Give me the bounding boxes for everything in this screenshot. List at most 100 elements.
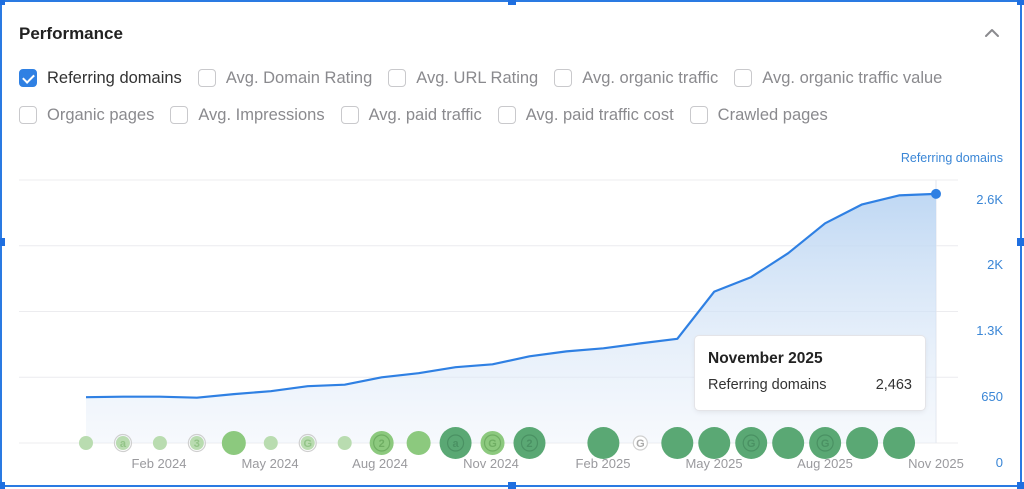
event-marker[interactable]	[406, 431, 431, 455]
metric-avg-organic-traffic[interactable]: Avg. organic traffic	[554, 69, 718, 88]
metric-crawled-pages[interactable]: Crawled pages	[689, 105, 828, 125]
checkbox-icon[interactable]	[170, 106, 189, 124]
metric-label: Avg. paid traffic	[368, 105, 482, 124]
metric-avg-paid-traffic[interactable]: Avg. paid traffic	[340, 105, 482, 125]
event-marker[interactable]: G	[735, 427, 768, 459]
checkbox-icon[interactable]	[734, 69, 753, 87]
resize-handle[interactable]	[0, 482, 5, 489]
metric-avg-domain-rating[interactable]: Avg. Domain Rating	[197, 68, 373, 88]
event-marker[interactable]	[661, 427, 694, 459]
x-tick-label: Aug 2025	[797, 456, 853, 471]
resize-handle[interactable]	[1017, 238, 1024, 246]
checkbox-icon[interactable]	[19, 106, 37, 124]
metric-label: Avg. Impressions	[198, 105, 325, 124]
svg-text:3: 3	[194, 438, 200, 450]
event-marker[interactable]: G	[809, 427, 842, 459]
checkbox-icon[interactable]	[388, 69, 407, 87]
metric-organic-pages[interactable]: Organic pages	[19, 106, 154, 125]
resize-handle[interactable]	[508, 0, 516, 5]
svg-text:G: G	[821, 438, 830, 450]
hover-point	[931, 188, 941, 199]
x-tick-label: Feb 2024	[131, 456, 187, 471]
event-marker[interactable]	[846, 427, 879, 459]
resize-handle[interactable]	[1017, 0, 1024, 5]
tooltip-label: Referring domains	[708, 377, 827, 393]
event-marker[interactable]: G	[298, 433, 317, 453]
event-marker[interactable]: 2	[513, 427, 546, 459]
tooltip-value: 2,463	[875, 377, 912, 393]
resize-handle[interactable]	[0, 238, 5, 246]
x-tick-label: May 2024	[241, 456, 299, 471]
x-tick-label: Nov 2024	[463, 456, 519, 471]
y-tick-label: 2.6K	[976, 192, 1003, 207]
x-tick-label: Nov 2025	[908, 456, 964, 471]
event-marker[interactable]: a	[113, 433, 133, 453]
x-tick-label: Aug 2024	[352, 456, 408, 471]
metric-label: Referring domains	[47, 68, 182, 87]
metric-avg-organic-traffic-value[interactable]: Avg. organic traffic value	[734, 69, 942, 88]
event-marker[interactable]	[587, 427, 620, 459]
metric-label: Avg. URL Rating	[416, 68, 539, 87]
tooltip-title: November 2025	[708, 350, 823, 367]
checkbox-checked-icon[interactable]	[19, 69, 37, 87]
event-marker[interactable]	[772, 427, 805, 459]
event-marker[interactable]	[221, 431, 246, 455]
checkbox-icon[interactable]	[497, 106, 516, 124]
event-marker[interactable]: 2	[369, 431, 394, 455]
svg-text:2: 2	[526, 438, 532, 450]
data-line	[85, 192, 937, 399]
x-tick-label: Feb 2025	[575, 456, 631, 471]
svg-text:G: G	[303, 438, 312, 450]
resize-handle[interactable]	[0, 0, 5, 5]
metric-avg-paid-traffic-cost[interactable]: Avg. paid traffic cost	[497, 105, 674, 125]
svg-text:G: G	[488, 438, 497, 450]
svg-text:a: a	[120, 438, 127, 450]
checkbox-icon[interactable]	[340, 106, 359, 124]
event-marker[interactable]: 3	[187, 433, 206, 453]
metric-label: Avg. organic traffic	[582, 68, 719, 87]
event-marker[interactable]: G	[632, 435, 648, 451]
y-tick-label: 0	[995, 455, 1003, 470]
event-marker[interactable]	[152, 436, 167, 450]
resize-handle[interactable]	[508, 482, 516, 489]
checkbox-icon[interactable]	[689, 106, 708, 124]
event-marker[interactable]	[698, 427, 731, 459]
event-marker[interactable]	[883, 427, 916, 459]
event-marker[interactable]	[263, 436, 278, 450]
metric-label: Avg. paid traffic cost	[525, 105, 674, 124]
x-tick-label: May 2025	[685, 456, 743, 471]
svg-text:2: 2	[379, 438, 385, 450]
svg-text:G: G	[747, 438, 756, 450]
metric-label: Crawled pages	[717, 105, 828, 124]
metric-avg-url-rating[interactable]: Avg. URL Rating	[388, 69, 538, 88]
event-markers[interactable]: a 3 G 2 a G 2 G G G	[79, 427, 916, 459]
checkbox-icon[interactable]	[197, 69, 216, 87]
series-legend-label: Referring domains	[900, 151, 1003, 165]
svg-text:G: G	[636, 438, 645, 450]
event-marker[interactable]	[337, 436, 352, 450]
event-marker[interactable]: a	[439, 427, 472, 459]
event-marker[interactable]	[79, 436, 93, 450]
metric-label: Avg. Domain Rating	[225, 68, 373, 87]
resize-handle[interactable]	[1017, 482, 1024, 489]
metric-selector: Referring domains Avg. Domain Rating Avg…	[19, 66, 1009, 140]
collapse-button[interactable]	[982, 24, 1002, 42]
chevron-up-icon	[985, 29, 999, 37]
metric-row-2: Organic pages Avg. Impressions Avg. paid…	[19, 103, 1009, 127]
metric-label: Avg. organic traffic value	[762, 68, 943, 87]
checkbox-icon[interactable]	[554, 69, 573, 87]
y-tick-label: 2K	[987, 257, 1003, 272]
metric-referring-domains[interactable]: Referring domains	[19, 69, 182, 88]
metric-row-1: Referring domains Avg. Domain Rating Avg…	[19, 66, 1009, 90]
metric-avg-impressions[interactable]: Avg. Impressions	[170, 105, 325, 125]
metric-label: Organic pages	[47, 105, 155, 124]
chart-tooltip: November 2025 Referring domains 2,463	[695, 336, 925, 410]
event-marker[interactable]: G	[480, 431, 505, 455]
y-tick-label: 1.3K	[976, 323, 1003, 338]
panel-title: Performance	[19, 24, 123, 43]
tooltip-row: Referring domains 2,463	[708, 377, 912, 393]
svg-text:a: a	[453, 438, 460, 450]
y-tick-label: 650	[981, 389, 1003, 404]
